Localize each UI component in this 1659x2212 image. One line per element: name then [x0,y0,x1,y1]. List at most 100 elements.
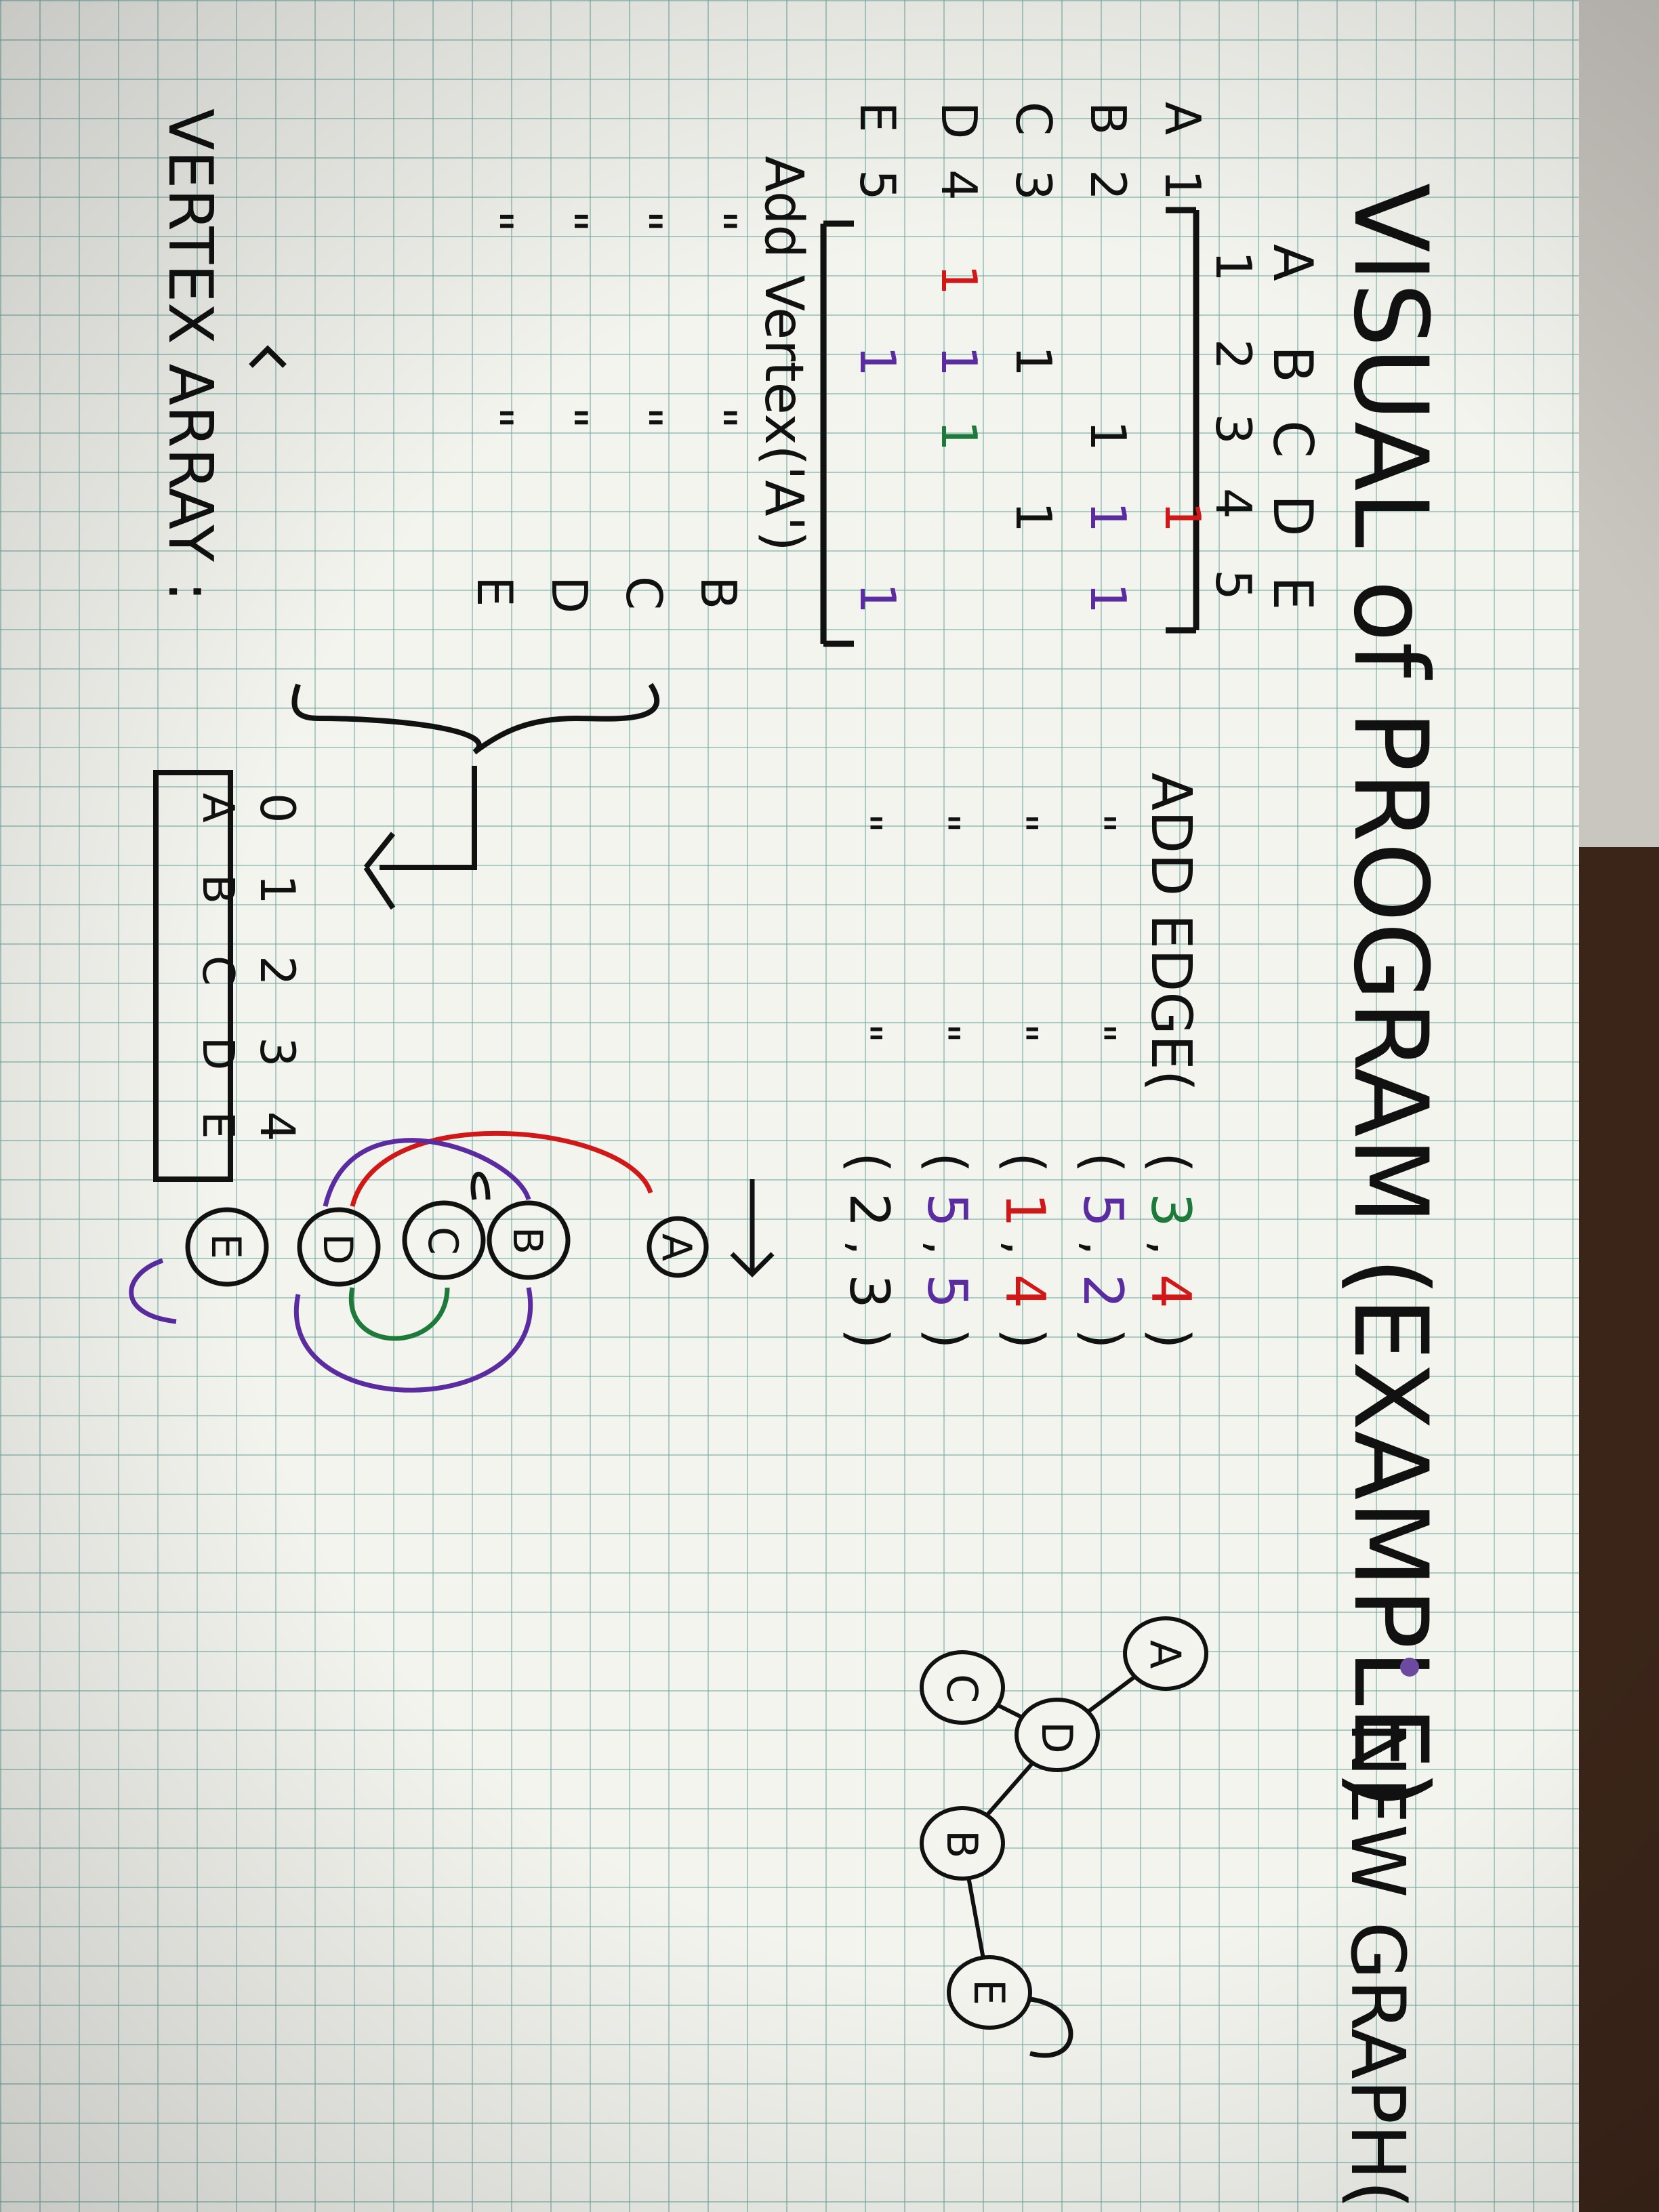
vertex-array-label: VERTEX ARRAY : [155,108,226,602]
tree-node-label: D [1032,1721,1082,1754]
edge-arg-a: 2 [838,1193,901,1227]
ditto-mark: " [1073,813,1124,833]
ditto-mark: " [918,813,968,833]
vertex-arg: E [466,576,523,607]
paren: ) [916,1328,977,1349]
arrow-head [249,345,287,368]
ditto-mark: " [541,407,598,429]
ditto-mark: " [996,1023,1046,1043]
edge-arg-a: 5 [1071,1193,1134,1227]
add-vertex-call: Add Vertex('A') [753,156,814,552]
curly-brace [291,682,659,755]
ditto-mark: " [690,210,747,232]
paren: ( [1139,1152,1200,1172]
background-surface [1579,0,1659,854]
vertex-array-values: A B C D E [192,793,243,1139]
array-value: B [192,874,243,904]
comma: , [839,1240,895,1255]
paren: ( [916,1152,977,1172]
paren: ) [838,1328,899,1349]
col-number: 4 [1205,488,1262,519]
add-vertex-args: B C D E [466,576,747,613]
edge-arg-b: 5 [916,1274,979,1309]
self-loop [1029,1996,1073,2058]
bullet-dot [1400,1658,1419,1677]
edge-arg-a: 5 [916,1193,979,1227]
row-number: 2 [1080,169,1136,201]
edge-arc [129,1258,177,1324]
graph-node [647,1216,709,1278]
array-value: A [192,793,243,823]
matrix-bracket [820,207,1200,647]
ditto-mark: " [1073,1023,1124,1043]
matrix-cell: 1 [1080,501,1136,533]
edge-arc [350,1131,653,1207]
ditto-mark: " [615,210,672,232]
row-letter: C [1005,102,1062,136]
col-letter: D [1261,495,1324,537]
graph-node [402,1200,486,1280]
paren: ( [838,1152,899,1172]
edge-arc [323,1138,531,1207]
vertex-arg: C [615,576,672,610]
tree-node [1123,1616,1208,1691]
matrix-cell: 1 [930,264,987,295]
matrix-column-numbers: 1 2 3 4 5 [1205,251,1262,600]
ditto-mark: " [840,1023,890,1043]
matrix-cell: 1 [930,346,987,377]
tree-node-label: A [1141,1640,1190,1668]
graph-tree: A D C B E [920,1616,1208,2058]
matrix-cell: 1 [1080,420,1136,451]
vertex-array-box [153,770,233,1182]
edge-arg-b: 4 [994,1274,1057,1309]
edge-arg-b: 2 [1071,1274,1134,1309]
row-letter: D [930,102,987,139]
row-number: 4 [930,169,987,201]
ditto-mark: " [996,813,1046,833]
matrix-column-letters: A B C D E [1261,244,1324,611]
paren: ) [1071,1328,1132,1349]
edge-arg-a: 3 [1139,1193,1202,1227]
tree-node-label: C [937,1674,987,1703]
array-value: D [192,1037,243,1070]
row-number: 3 [1005,169,1062,201]
col-letter: E [1261,576,1324,611]
graph-node-label: B [504,1227,551,1254]
add-vertex-dittos: " " " " " " " " [466,210,747,429]
add-edge-dittos: " " " " " " " " [840,813,1124,1043]
matrix-cell: 1 [849,583,906,614]
tree-node [947,1955,1032,2030]
ditto-mark: " [466,407,523,429]
tree-node-label: E [964,1979,1014,2005]
matrix-cell: 1 [1005,346,1062,377]
matrix-row-labels: A 1 B 2 C 3 D 4 E 5 [849,102,1211,201]
edge-arg-b: 3 [838,1274,901,1309]
col-number: 1 [1205,251,1262,282]
edge-arc [348,1287,450,1341]
matrix-cell: 1 [1154,501,1211,533]
array-index: 0 [249,793,305,823]
tree-node [920,1650,1005,1725]
array-index: 2 [249,956,305,986]
ditto-mark: " [541,210,598,232]
ditto-mark: " [466,210,523,232]
row-number: 1 [1154,169,1211,201]
comma: , [995,1240,1050,1255]
paren: ( [994,1152,1054,1172]
col-letter: C [1261,420,1324,458]
col-number: 3 [1205,413,1262,445]
edge-arc [293,1287,533,1393]
tree-node [920,1806,1005,1881]
matrix-cell: 1 [1080,583,1136,614]
col-letter: A [1261,244,1324,281]
vertex-arg: D [541,576,598,613]
matrix-cell: 1 [849,346,906,377]
array-value: E [192,1111,243,1139]
row-letter: E [849,102,906,133]
row-letter: B [1080,102,1136,135]
ditto-mark: " [690,407,747,429]
array-index: 3 [249,1037,305,1067]
tree-node-label: B [937,1830,987,1859]
array-index: 4 [249,1111,305,1142]
